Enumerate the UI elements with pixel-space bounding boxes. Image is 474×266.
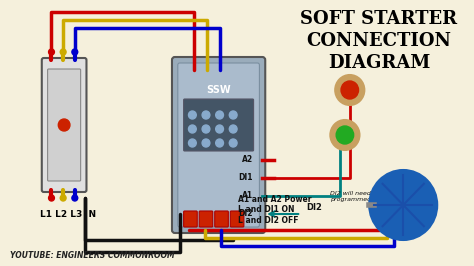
Circle shape bbox=[229, 139, 237, 147]
Circle shape bbox=[216, 111, 223, 119]
Circle shape bbox=[202, 125, 210, 133]
Circle shape bbox=[189, 111, 196, 119]
Circle shape bbox=[202, 111, 210, 119]
Text: A1 and A2 Power
L and DI1 ON
L and DI2 OFF: A1 and A2 Power L and DI1 ON L and DI2 O… bbox=[238, 195, 311, 225]
Circle shape bbox=[229, 111, 237, 119]
FancyBboxPatch shape bbox=[230, 211, 244, 227]
Circle shape bbox=[58, 119, 70, 131]
Circle shape bbox=[48, 49, 55, 55]
Circle shape bbox=[48, 195, 55, 201]
FancyBboxPatch shape bbox=[215, 211, 228, 227]
FancyBboxPatch shape bbox=[172, 57, 265, 233]
FancyBboxPatch shape bbox=[178, 63, 259, 227]
Text: DI2: DI2 bbox=[238, 210, 253, 218]
Circle shape bbox=[202, 139, 210, 147]
Circle shape bbox=[341, 81, 358, 99]
Text: YOUTUBE: ENGINEERS COMMONROOM: YOUTUBE: ENGINEERS COMMONROOM bbox=[9, 251, 174, 260]
Text: SOFT STARTER
CONNECTION
DIAGRAM: SOFT STARTER CONNECTION DIAGRAM bbox=[301, 10, 457, 72]
FancyBboxPatch shape bbox=[183, 211, 197, 227]
Text: A1: A1 bbox=[241, 192, 253, 201]
Text: DI2 will need to be
programmed for 3 Wire Control: DI2 will need to be programmed for 3 Wir… bbox=[330, 191, 429, 202]
Circle shape bbox=[330, 120, 359, 150]
Text: A2: A2 bbox=[241, 156, 253, 164]
Circle shape bbox=[72, 49, 78, 55]
Circle shape bbox=[369, 170, 437, 240]
Circle shape bbox=[216, 125, 223, 133]
Circle shape bbox=[229, 125, 237, 133]
FancyBboxPatch shape bbox=[47, 69, 81, 181]
Circle shape bbox=[60, 49, 66, 55]
Circle shape bbox=[60, 195, 66, 201]
Text: SSW: SSW bbox=[206, 85, 231, 95]
FancyBboxPatch shape bbox=[183, 99, 254, 151]
Circle shape bbox=[189, 125, 196, 133]
Circle shape bbox=[216, 139, 223, 147]
FancyBboxPatch shape bbox=[42, 58, 86, 192]
Text: DI2: DI2 bbox=[306, 203, 322, 212]
Circle shape bbox=[335, 75, 365, 105]
Text: L1 L2 L3  N: L1 L2 L3 N bbox=[40, 210, 96, 219]
FancyBboxPatch shape bbox=[199, 211, 213, 227]
Circle shape bbox=[336, 126, 354, 144]
Circle shape bbox=[189, 139, 196, 147]
Text: DI1: DI1 bbox=[238, 173, 253, 182]
Circle shape bbox=[72, 195, 78, 201]
